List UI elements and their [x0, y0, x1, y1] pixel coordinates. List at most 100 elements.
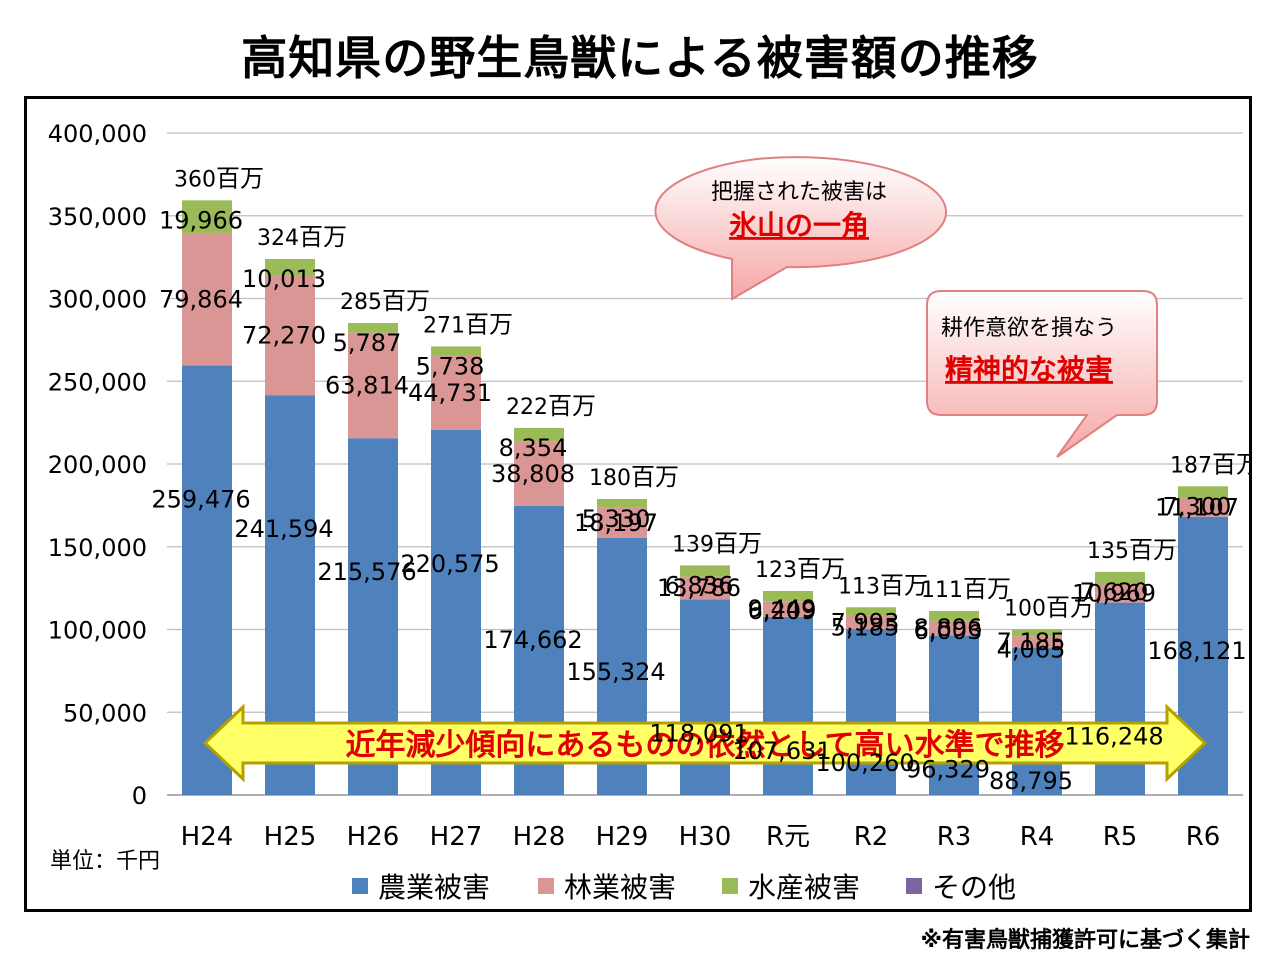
data-label-agri-8: 100,260 — [815, 749, 914, 777]
data-label-fish-7: 6,209 — [748, 597, 817, 625]
total-number-4: 222 — [506, 395, 548, 420]
bar-forest-9 — [929, 620, 979, 636]
bar-fish-4 — [514, 427, 564, 442]
x-tick-label-0: H24 — [181, 822, 234, 852]
data-label-agri-7: 107,631 — [732, 737, 831, 765]
callout-iceberg: 把握された被害は 氷山の一角 — [654, 156, 948, 301]
data-label-fish-6: 6,836 — [665, 571, 734, 599]
legend-other-swatch — [906, 878, 922, 894]
total-label-1: 324百万 — [257, 223, 347, 251]
x-tick-label-4: H28 — [513, 822, 566, 852]
x-tick-label-1: H25 — [264, 822, 317, 852]
legend-agri-swatch — [352, 878, 368, 894]
total-unit-12: 百万 — [1212, 450, 1249, 478]
total-unit-4: 百万 — [548, 392, 596, 420]
total-label-8: 113百万 — [838, 571, 928, 599]
chart-svg: 0 50,000 100,000 150,000 200,000 250,000 300,0… — [48, 120, 1249, 852]
bar-agri-9 — [929, 635, 979, 795]
bars — [182, 200, 1228, 795]
total-number-3: 271 — [423, 313, 465, 338]
legend-agri-label: 農業被害 — [378, 871, 491, 904]
total-number-11: 135 — [1087, 539, 1129, 564]
data-label-fish-12: 7,300 — [1163, 492, 1232, 520]
legend-agri: 農業被害 — [352, 866, 490, 906]
bar-agri-11 — [1095, 602, 1145, 795]
total-unit-9: 百万 — [963, 575, 1011, 603]
total-number-7: 123 — [755, 558, 797, 583]
x-tick-label-11: R5 — [1103, 822, 1138, 852]
bar-forest-0 — [182, 233, 232, 366]
data-label-fish-5: 5,330 — [582, 505, 651, 533]
x-tick-label-2: H26 — [347, 822, 400, 852]
data-label-fish-3: 5,738 — [416, 352, 485, 380]
total-number-0: 360 — [174, 167, 216, 192]
footnote: ※有害鳥獣捕獲許可に基づく集計 — [920, 928, 1250, 953]
total-label-5: 180百万 — [589, 463, 679, 491]
bar-forest-2 — [348, 332, 398, 439]
total-unit-0: 百万 — [216, 164, 264, 192]
total-unit-6: 百万 — [714, 529, 762, 557]
total-number-10: 100 — [1004, 596, 1046, 621]
data-label-forest-10: 7,185 — [997, 628, 1066, 656]
total-unit-8: 百万 — [880, 571, 928, 599]
y-tick-label-7: 350,000 — [48, 203, 147, 231]
y-tick-label-2: 100,000 — [48, 617, 147, 645]
callout-mental-shape — [926, 290, 1158, 458]
data-label-agri-0: 259,476 — [151, 486, 250, 514]
data-label-agri-6: 118,091 — [649, 720, 748, 748]
total-number-6: 139 — [672, 532, 714, 557]
data-label-agri-3: 220,575 — [400, 550, 499, 578]
bar-forest-6 — [680, 576, 730, 600]
legend-fish: 水産被害 — [722, 866, 860, 906]
data-label-fish-1: 10,013 — [242, 265, 326, 293]
bar-fish-1 — [265, 258, 315, 276]
x-tick-label-12: R6 — [1186, 822, 1221, 852]
legend-other-label: その他 — [932, 871, 1017, 904]
data-label-agri-2: 215,576 — [317, 558, 416, 586]
data-label-forest-9: 8,896 — [914, 614, 983, 642]
bar-fish-10 — [1012, 629, 1062, 637]
x-axis-ticks: H24 H25 H26 H27 H28 H29 H30 R元 R2 R3 R4 R5 R6 — [181, 822, 1221, 852]
bar-forest-3 — [431, 355, 481, 430]
y-tick-label-5: 250,000 — [48, 368, 147, 396]
data-label-forest-1: 72,270 — [242, 321, 326, 349]
data-label-agri-4: 174,662 — [483, 626, 582, 654]
chart-title: 高知県の野生鳥獣による被害額の推移 — [241, 31, 1039, 85]
callout-iceberg-shape — [654, 156, 948, 301]
x-tick-label-9: R3 — [937, 822, 972, 852]
data-label-forest-12: 11,107 — [1155, 494, 1239, 522]
legend-forest: 林業被害 — [538, 866, 676, 906]
total-number-1: 324 — [257, 226, 299, 251]
callout-mental-line1: 耕作意欲を損なう — [941, 316, 1117, 341]
data-label-forest-7: 9,449 — [748, 595, 817, 623]
bar-agri-6 — [680, 599, 730, 795]
total-label-0: 360百万 — [174, 164, 264, 192]
data-label-fish-2: 5,787 — [333, 329, 402, 357]
bar-fish-2 — [348, 323, 398, 333]
data-label-fish-10: 4,065 — [997, 635, 1066, 663]
x-tick-label-6: H30 — [679, 822, 732, 852]
legend-forest-label: 林業被害 — [564, 871, 677, 904]
bar-fish-3 — [431, 346, 481, 356]
data-label-forest-4: 38,808 — [491, 460, 575, 488]
total-unit-7: 百万 — [797, 555, 845, 583]
total-unit-1: 百万 — [299, 223, 347, 251]
data-label-forest-3: 44,731 — [408, 379, 492, 407]
data-label-forest-11: 10,969 — [1072, 580, 1156, 608]
total-label-3: 271百万 — [423, 310, 513, 338]
data-label-forest-8: 7,993 — [831, 608, 900, 636]
x-tick-label-3: H27 — [430, 822, 483, 852]
y-tick-label-6: 300,000 — [48, 286, 147, 314]
legend-forest-swatch — [538, 878, 554, 894]
data-label-agri-10: 88,795 — [989, 767, 1073, 795]
data-label-fish-0: 19,966 — [159, 206, 243, 234]
y-tick-label-4: 200,000 — [48, 451, 147, 479]
data-label-fish-4: 8,354 — [499, 434, 568, 462]
bar-fish-7 — [763, 590, 813, 602]
chart-frame: 0 50,000 100,000 150,000 200,000 250,000 300,0… — [24, 96, 1252, 912]
grid-lines — [167, 132, 1243, 796]
bar-agri-8 — [846, 629, 896, 795]
data-label-agri-11: 116,248 — [1064, 723, 1163, 751]
total-unit-2: 百万 — [382, 287, 430, 315]
total-label-9: 111百万 — [921, 575, 1011, 603]
